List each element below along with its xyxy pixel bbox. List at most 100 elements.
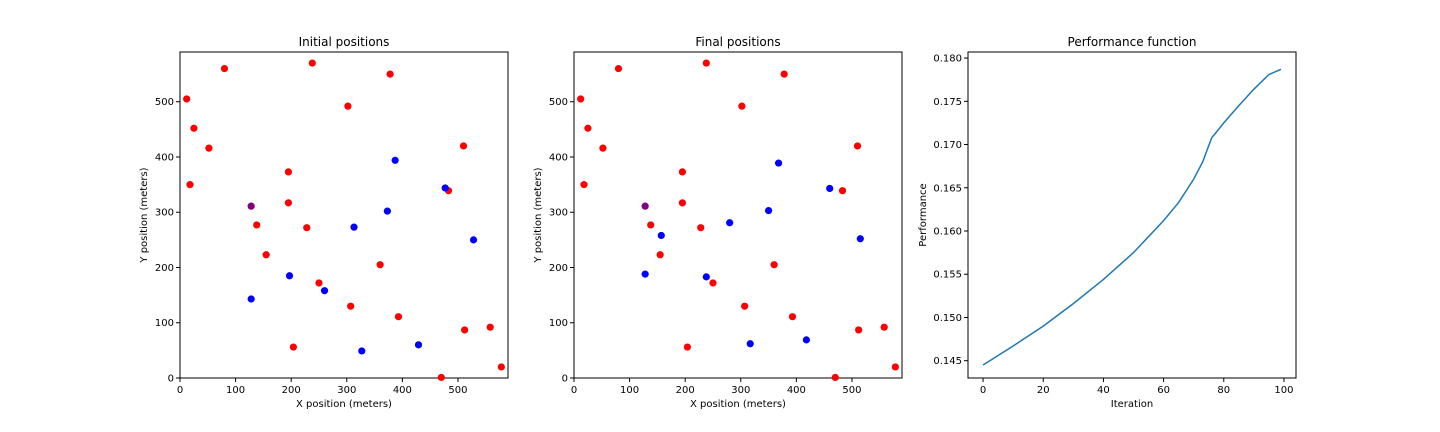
scatter-point-red (461, 326, 469, 334)
scatter-point-red (344, 102, 352, 110)
axis-ticks: 0 100 200 300 400 500 0 100 200 300 400 500 (549, 97, 862, 396)
scatter-point-red (486, 323, 494, 331)
y-axis-label: Y position (meters) (533, 167, 544, 263)
scatter-point-red (220, 64, 229, 73)
scatter-point-red (853, 142, 862, 150)
performance-line (982, 68, 1282, 366)
y-tick-label: 300 (549, 208, 568, 219)
scatter-point-red (891, 363, 899, 371)
scatter-point-red (183, 95, 191, 103)
scatter-point-red (205, 144, 213, 152)
y-tick-label: 400 (155, 152, 174, 163)
scatter-point-red (262, 251, 270, 259)
scatter-point-red (303, 224, 311, 232)
y-tick-label: 0.175 (933, 97, 962, 108)
chart-title: Performance function (1068, 35, 1197, 49)
scatter-point-red (702, 59, 710, 67)
scatter-point-blue (285, 272, 294, 280)
y-tick-label: 200 (549, 263, 568, 274)
x-tick-label: 0 (980, 385, 986, 396)
scatter-point-blue (469, 236, 478, 244)
scatter-point-red (788, 313, 797, 321)
x-tick-label: 200 (676, 385, 695, 396)
scatter-point-red (683, 343, 692, 351)
x-tick-label: 0 (177, 385, 183, 396)
scatter-point-red (780, 70, 788, 78)
scatter-points (577, 59, 899, 382)
scatter-point-red (770, 261, 778, 269)
y-tick-label: 100 (549, 318, 568, 329)
scatter-point-red (284, 168, 293, 176)
x-tick-label: 400 (787, 385, 806, 396)
scatter-points (183, 59, 505, 382)
x-tick-label: 300 (731, 385, 750, 396)
panel-initial-positions: Initial positions X position (meters) Y … (139, 35, 509, 410)
scatter-point-red (656, 251, 664, 259)
scatter-point-red (459, 142, 468, 150)
scatter-point-purple (247, 202, 255, 210)
scatter-point-blue (826, 184, 834, 193)
x-tick-label: 20 (1037, 385, 1050, 396)
scatter-point-red (347, 302, 355, 310)
x-axis-label: X position (meters) (690, 399, 786, 410)
scatter-point-blue (802, 336, 810, 344)
x-axis-label: X position (meters) (296, 399, 392, 410)
scatter-point-blue (247, 295, 255, 303)
scatter-point-red (678, 168, 687, 176)
scatter-point-blue (414, 341, 423, 349)
panel-final-positions: Final positions X position (meters) Y po… (533, 35, 903, 410)
x-tick-label: 100 (620, 385, 639, 396)
scatter-point-blue (746, 340, 754, 348)
scatter-point-red (647, 221, 655, 229)
y-tick-label: 0.145 (933, 356, 962, 367)
chart-title: Final positions (695, 35, 780, 49)
scatter-point-red (738, 102, 746, 110)
line-series (982, 68, 1282, 366)
scatter-point-blue (641, 270, 649, 278)
y-tick-label: 500 (549, 97, 568, 108)
x-tick-label: 500 (842, 385, 861, 396)
scatter-point-red (838, 187, 847, 195)
x-tick-label: 400 (393, 385, 412, 396)
scatter-point-red (386, 70, 394, 78)
scatter-point-red (190, 124, 198, 132)
x-tick-label: 100 (226, 385, 245, 396)
x-tick-label: 0 (571, 385, 577, 396)
y-tick-label: 0.165 (933, 183, 962, 194)
x-tick-label: 500 (448, 385, 467, 396)
y-tick-label: 0.155 (933, 270, 962, 281)
scatter-point-blue (726, 219, 734, 227)
scatter-point-purple (641, 202, 649, 210)
plot-frame (573, 51, 903, 379)
scatter-point-blue (320, 287, 329, 295)
scatter-point-blue (702, 273, 710, 281)
scatter-point-red (678, 199, 687, 207)
scatter-point-red (437, 373, 445, 382)
y-tick-label: 0.170 (933, 140, 962, 151)
axis-ticks: 0 100 200 300 400 500 0 100 200 300 400 500 (155, 97, 468, 396)
scatter-point-blue (657, 231, 665, 240)
x-tick-label: 40 (1097, 385, 1110, 396)
x-tick-label: 100 (1274, 385, 1293, 396)
scatter-point-red (584, 124, 592, 132)
y-tick-label: 500 (155, 97, 174, 108)
scatter-point-red (855, 326, 863, 334)
chart-title: Initial positions (299, 35, 390, 49)
x-tick-label: 300 (337, 385, 356, 396)
x-tick-label: 60 (1157, 385, 1170, 396)
scatter-point-red (253, 221, 261, 229)
x-tick-label: 80 (1217, 385, 1230, 396)
y-tick-label: 0.180 (933, 54, 962, 65)
scatter-point-red (186, 181, 194, 189)
scatter-point-blue (383, 207, 391, 215)
scatter-point-blue (764, 206, 773, 215)
y-tick-label: 0 (168, 374, 174, 385)
scatter-point-red (614, 64, 623, 73)
scatter-point-red (315, 279, 323, 287)
scatter-point-red (709, 279, 717, 287)
y-tick-label: 0.150 (933, 313, 962, 324)
x-tick-label: 200 (282, 385, 301, 396)
y-axis-label: Performance (918, 183, 929, 246)
scatter-point-red (580, 181, 588, 189)
